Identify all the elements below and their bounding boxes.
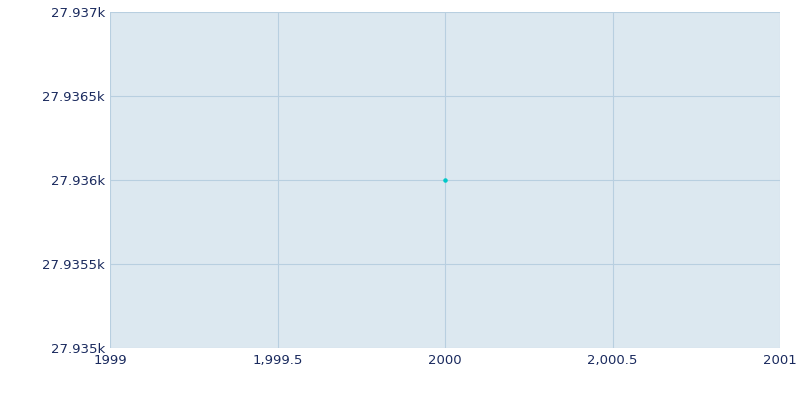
- Point: [438, 177, 451, 183]
